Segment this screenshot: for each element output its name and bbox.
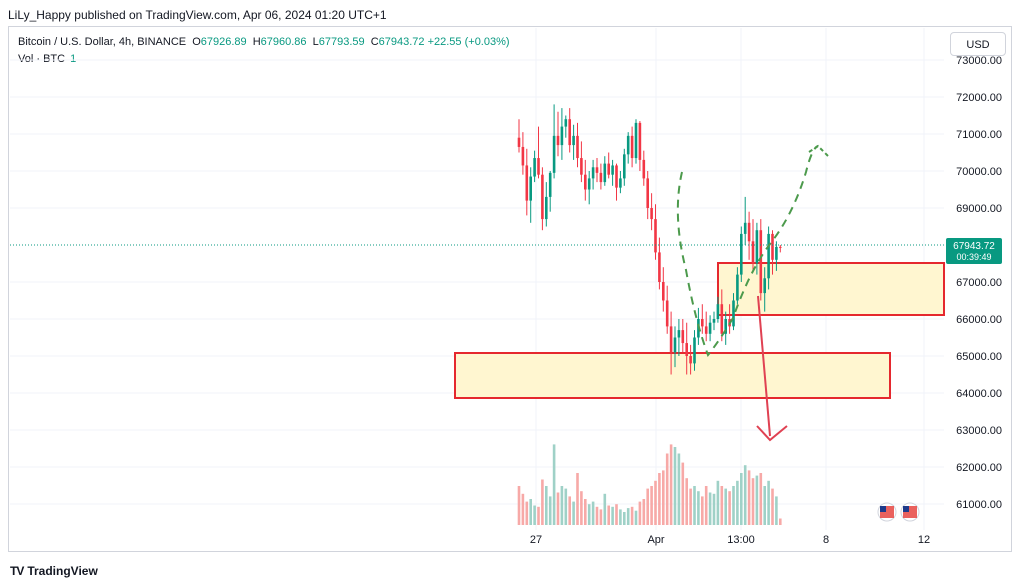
- symbol-title[interactable]: Bitcoin / U.S. Dollar, 4h, BINANCE: [18, 36, 187, 48]
- volume-value: 1: [70, 53, 77, 65]
- volume-label[interactable]: Vol · BTC: [18, 53, 66, 65]
- change-value: +22.55 (+0.03%): [427, 36, 510, 48]
- close-value: 67943.72: [378, 36, 425, 48]
- tradingview-branding[interactable]: TV TradingView: [10, 564, 98, 578]
- symbol-legend: Bitcoin / U.S. Dollar, 4h, BINANCE O6792…: [18, 36, 510, 48]
- high-label: H: [252, 36, 261, 48]
- chart-frame: [8, 26, 1012, 552]
- currency-button[interactable]: USD: [950, 32, 1006, 56]
- tradingview-brand-name: TradingView: [27, 564, 98, 578]
- low-label: L: [312, 36, 319, 48]
- open-value: 67926.89: [200, 36, 247, 48]
- high-value: 67960.86: [260, 36, 307, 48]
- open-label: O: [192, 36, 201, 48]
- tradingview-logo-icon: TV: [10, 564, 24, 578]
- volume-legend: Vol · BTC 1: [18, 53, 76, 65]
- low-value: 67793.59: [318, 36, 365, 48]
- published-by-line: LiLy_Happy published on TradingView.com,…: [8, 8, 387, 22]
- close-label: C: [370, 36, 379, 48]
